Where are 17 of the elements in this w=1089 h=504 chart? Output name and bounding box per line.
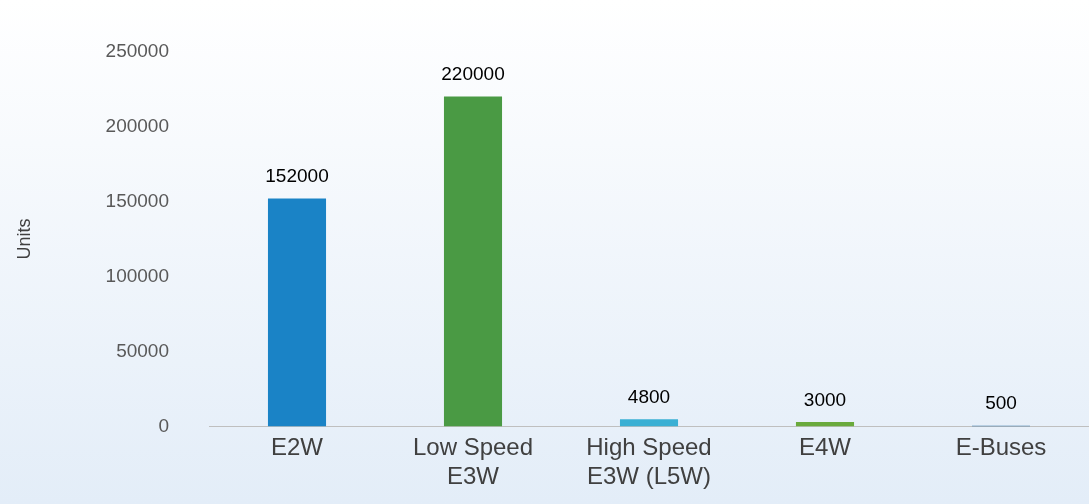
data-label: 500 — [985, 392, 1017, 414]
y-tick-label: 50000 — [116, 339, 169, 361]
y-axis-title: Units — [13, 218, 34, 260]
y-tick-label: 100000 — [105, 264, 169, 286]
data-label: 3000 — [803, 388, 847, 410]
y-tick-label: 200000 — [105, 114, 169, 136]
data-label: 4800 — [627, 385, 671, 407]
x-tick-label: E-Buses — [955, 433, 1047, 461]
y-tick-label: 0 — [158, 414, 169, 436]
x-tick-label: E2W — [270, 433, 324, 461]
x-tick-label: E4W — [798, 433, 852, 461]
data-label: 152000 — [265, 165, 329, 187]
x-tick-label: High Speed E3W (L5W) — [586, 433, 712, 490]
x-tick-label: Low Speed E3W — [412, 433, 534, 490]
y-tick-label: 250000 — [105, 39, 169, 61]
y-tick-label: 150000 — [105, 189, 169, 211]
data-label: 220000 — [441, 63, 505, 85]
